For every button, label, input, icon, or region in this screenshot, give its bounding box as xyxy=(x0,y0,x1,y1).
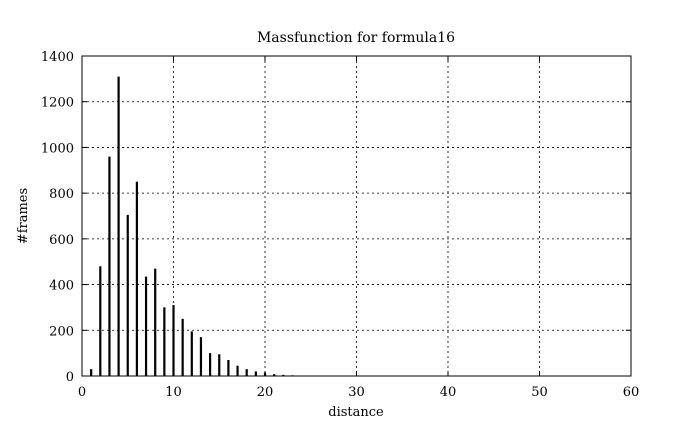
y-tick-label: 200 xyxy=(49,324,74,339)
y-tick-label: 400 xyxy=(49,279,74,294)
x-axis-label: distance xyxy=(328,405,384,420)
x-tick-label: 0 xyxy=(78,385,86,400)
bar-series xyxy=(90,76,294,376)
x-tick-label: 10 xyxy=(165,385,182,400)
chart-title: Massfunction for formula16 xyxy=(257,30,455,46)
y-tick-label: 0 xyxy=(66,370,74,385)
y-tick-label: 600 xyxy=(49,233,74,248)
y-tick-label: 1200 xyxy=(41,96,74,111)
x-tick-label: 30 xyxy=(348,385,365,400)
x-tick-label: 60 xyxy=(623,385,640,400)
y-tick-label: 1000 xyxy=(41,141,74,156)
y-tick-label: 1400 xyxy=(41,50,74,65)
x-tick-label: 40 xyxy=(440,385,457,400)
y-axis-label: #frames xyxy=(16,188,31,244)
x-tick-label: 50 xyxy=(531,385,548,400)
x-tick-label: 20 xyxy=(257,385,274,400)
y-tick-label: 800 xyxy=(49,187,74,202)
